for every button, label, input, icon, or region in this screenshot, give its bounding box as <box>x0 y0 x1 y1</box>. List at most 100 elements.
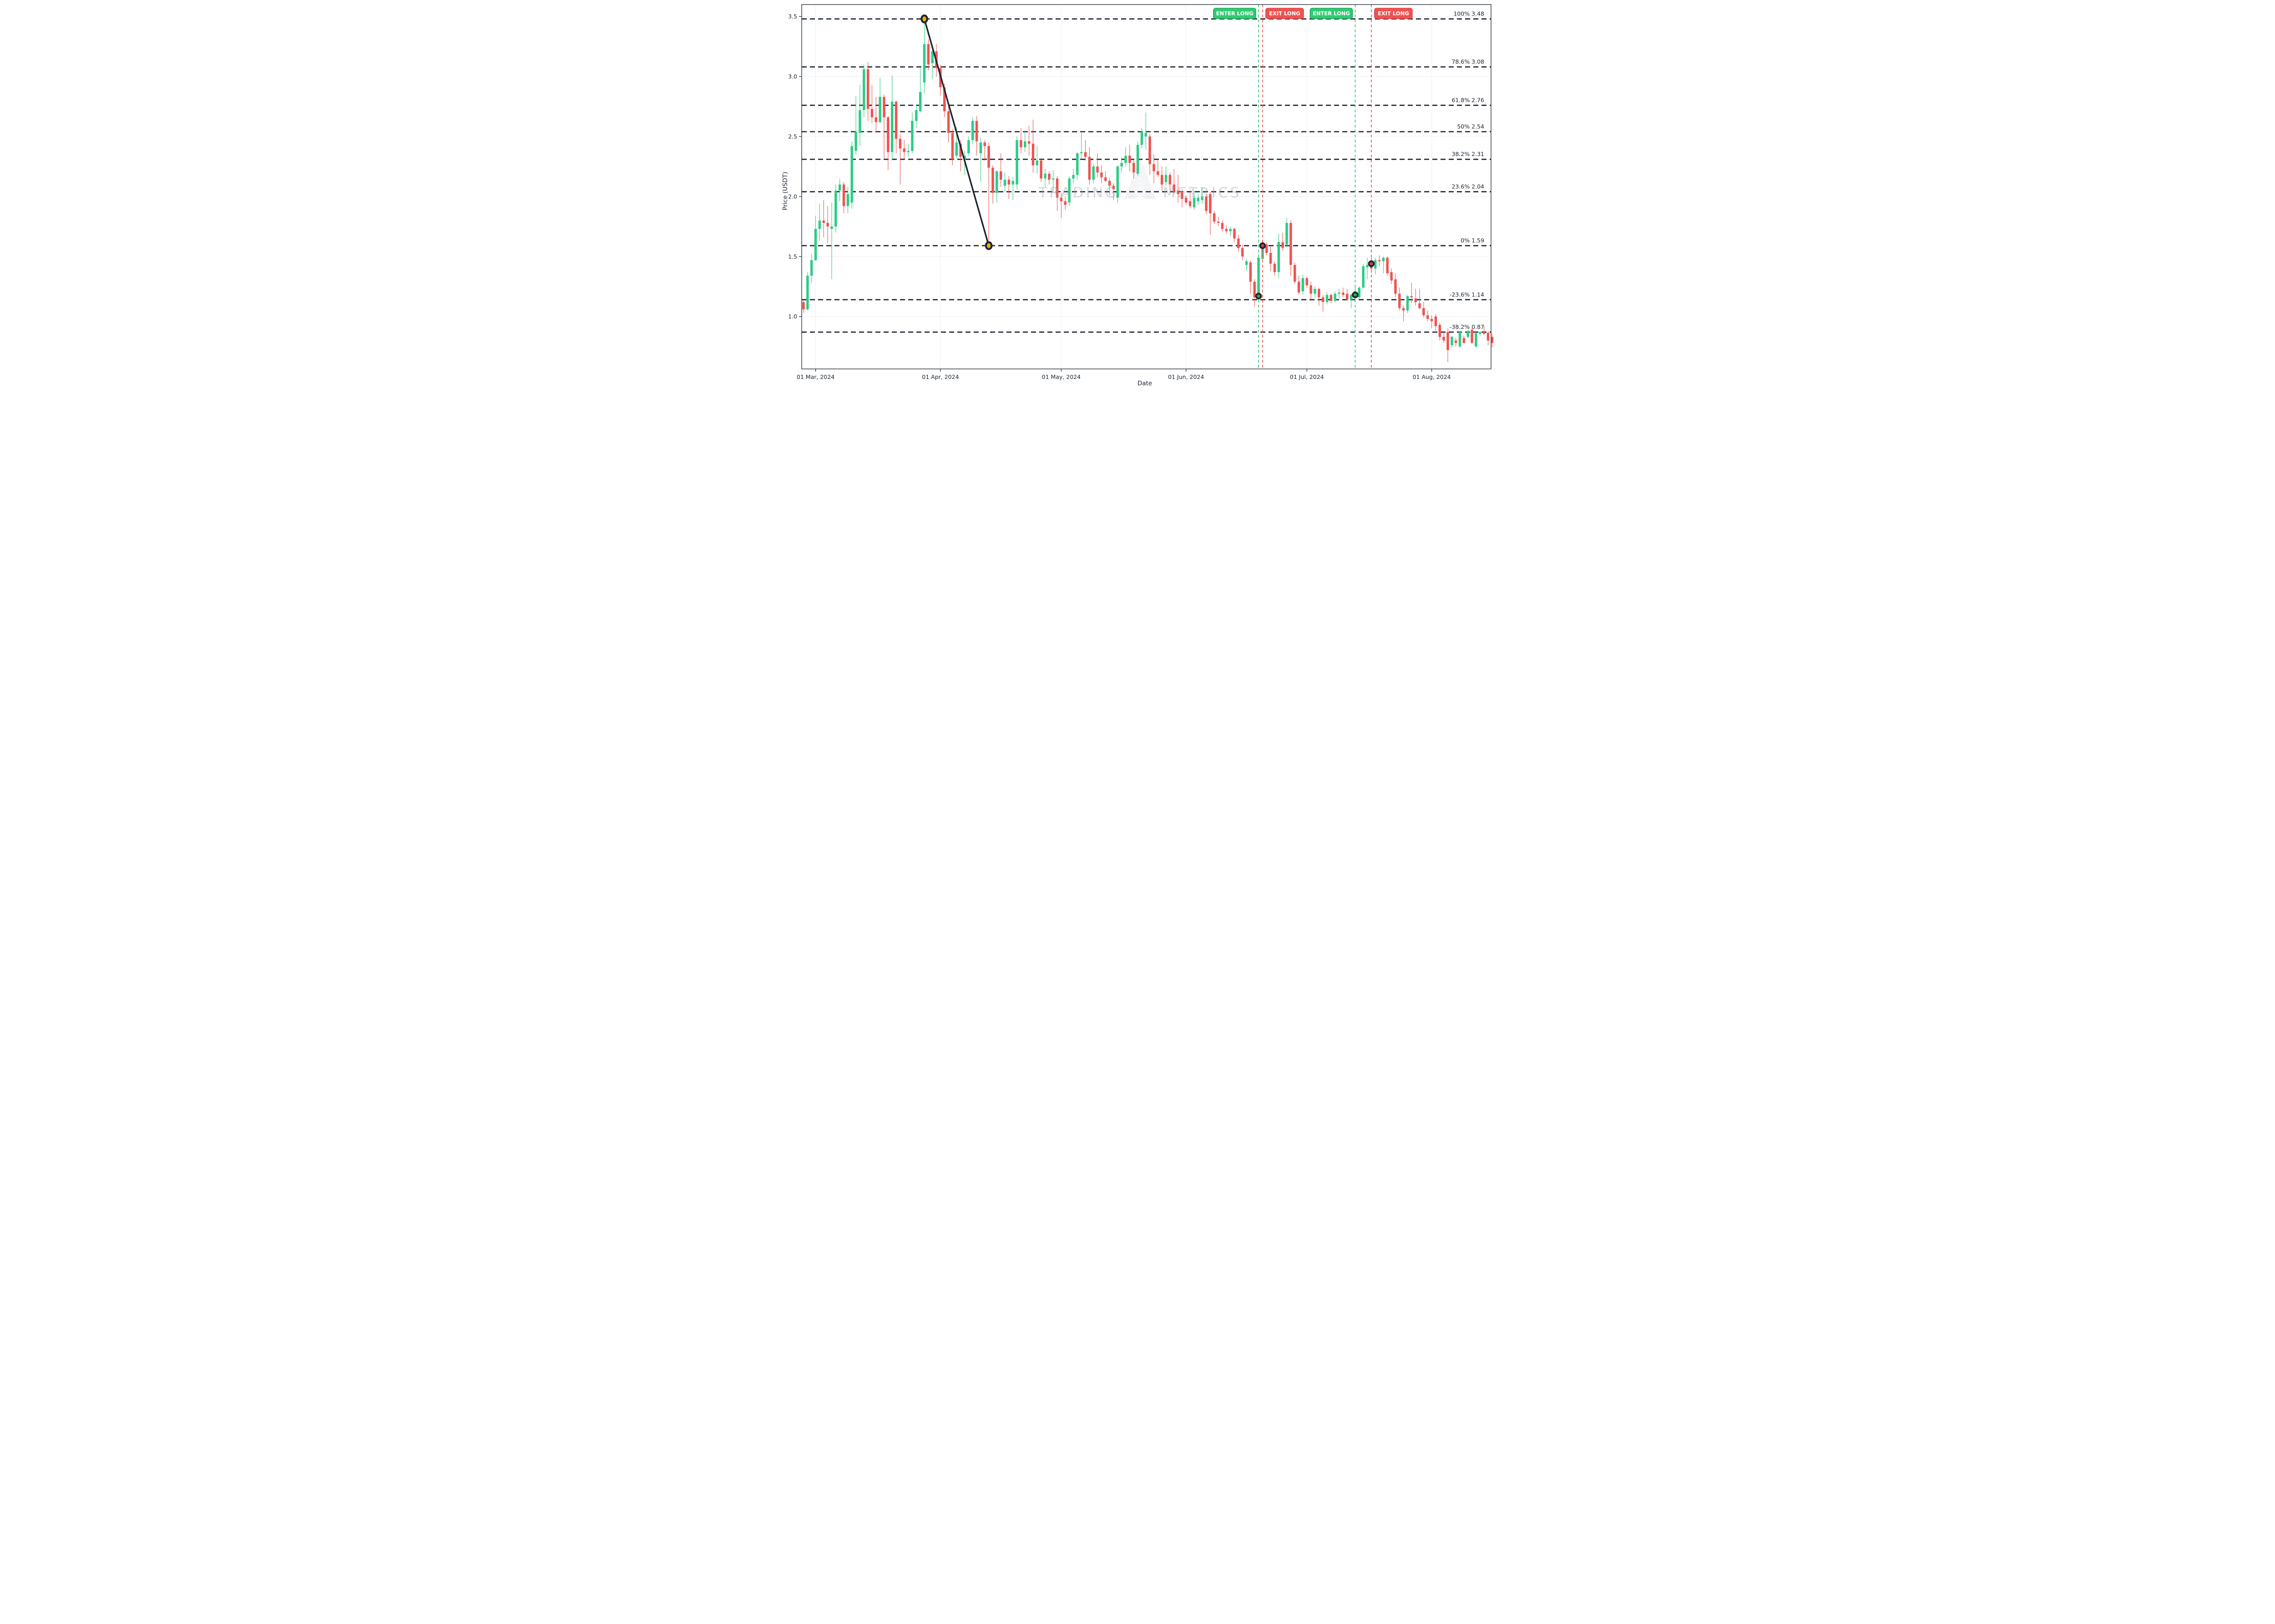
y-axis-title: Price (USDT) <box>782 172 789 211</box>
exit-signal-marker <box>1368 260 1375 267</box>
candle-down <box>927 44 930 65</box>
candle-down <box>1446 332 1449 350</box>
watermark-text-right: METRICS <box>1163 185 1241 201</box>
candle-down <box>987 146 990 168</box>
candle-down <box>1398 293 1401 308</box>
watermark-wave-path <box>1134 193 1146 199</box>
candle-up <box>1277 242 1280 272</box>
candle-up <box>854 131 857 151</box>
candle-down <box>1027 141 1031 144</box>
candle-up <box>1068 178 1071 203</box>
candle-down <box>1281 242 1284 248</box>
candle-up <box>1285 222 1288 245</box>
candle-down <box>947 111 950 133</box>
candle-up <box>1314 289 1316 294</box>
candle-down <box>903 148 905 152</box>
x-tick-label: 01 Apr, 2024 <box>922 373 959 380</box>
candle-down <box>1173 184 1175 192</box>
candle-up <box>1197 197 1199 202</box>
candle-up <box>996 171 998 193</box>
candle-down <box>1108 181 1111 186</box>
plot-border <box>801 4 1491 369</box>
candle-down <box>1064 201 1067 205</box>
fib-level-labels: 100% 3.48 78.6% 3.08 61.8% 2.76 50% 2.54 38.… <box>1450 10 1484 331</box>
candle-up <box>1362 266 1365 288</box>
x-tick-label: 01 Jul, 2024 <box>1290 373 1324 380</box>
candle-up <box>1382 257 1385 262</box>
candle-down <box>887 117 890 152</box>
candle-up <box>915 110 918 121</box>
candle-up <box>879 96 881 122</box>
candle-up <box>1338 292 1340 294</box>
candle-down <box>842 184 845 207</box>
candle-up <box>814 229 817 260</box>
candle-down <box>1414 298 1417 303</box>
trend-endpoint-marker <box>985 241 993 250</box>
candle-down <box>1265 244 1268 253</box>
candle-down <box>1455 340 1457 343</box>
enter-long-badge <box>1213 8 1256 19</box>
enter-signal-marker <box>1352 291 1359 298</box>
x-tick-label: 01 Jun, 2024 <box>1168 373 1204 380</box>
candle-down <box>1221 222 1224 229</box>
candle-up <box>1325 295 1329 303</box>
candle-up <box>859 110 861 133</box>
fib-level-label: 0% 1.59 <box>1461 237 1484 244</box>
watermark-wave-path <box>1126 162 1154 199</box>
candle-up <box>907 151 910 152</box>
candle-up <box>891 101 894 152</box>
candle-up <box>971 121 974 140</box>
candle-up <box>846 194 849 207</box>
candle-down <box>1253 282 1256 298</box>
candle-down <box>866 69 870 109</box>
watermark-wave-path <box>1130 175 1151 199</box>
candle-down <box>1378 260 1381 262</box>
candle-up <box>1024 141 1026 147</box>
candle-down <box>1088 156 1091 180</box>
candle-down <box>1177 190 1179 194</box>
candle-up <box>1245 261 1248 265</box>
candle-down <box>1305 278 1308 286</box>
watermark-wave-path <box>1133 188 1148 199</box>
watermark-wave-icon <box>1125 158 1156 199</box>
candle-down <box>1486 333 1490 341</box>
candle-down <box>1217 222 1220 223</box>
candle-down <box>1418 303 1421 308</box>
candle-up <box>1124 156 1127 163</box>
candle-down <box>1112 186 1115 190</box>
x-axis-title: Date <box>1138 380 1152 387</box>
candle-up <box>1072 175 1075 179</box>
candle-down <box>975 121 978 141</box>
candle-down <box>1386 257 1389 273</box>
candle-down <box>802 302 805 309</box>
x-tick-label: 01 Mar, 2024 <box>797 373 834 380</box>
candle-up <box>1193 197 1196 207</box>
candle-down <box>1148 136 1151 164</box>
candle-down <box>1430 319 1433 322</box>
watermark-wave-path <box>1132 184 1148 199</box>
fib-level-label: 38.2% 2.31 <box>1451 151 1484 157</box>
candle-up <box>1201 196 1203 200</box>
candle-down <box>983 142 986 146</box>
candle-up <box>1080 152 1083 153</box>
candle-up <box>1003 180 1006 186</box>
watermark-text-left: TRADING <box>1038 185 1118 201</box>
candle-up <box>1144 133 1147 137</box>
candle-down <box>1471 329 1473 343</box>
candle-up <box>830 226 833 229</box>
candle-up <box>955 142 958 156</box>
candle-down <box>1007 180 1011 185</box>
candle-up <box>1116 166 1119 198</box>
candle-down <box>1132 163 1135 173</box>
candle-up <box>834 190 837 227</box>
signal-badge-label: EXIT LONG <box>1378 10 1409 17</box>
fib-level-label: 61.8% 2.76 <box>1451 96 1484 103</box>
candle-down <box>1273 263 1276 272</box>
fib-level-label: -38.2% 0.87 <box>1450 323 1484 330</box>
candle-down <box>1390 272 1393 281</box>
candle-up <box>1016 140 1018 185</box>
candle-up <box>806 276 809 309</box>
candle-up <box>1261 247 1264 259</box>
candle-up <box>1301 278 1304 292</box>
candle-up <box>1140 131 1143 145</box>
